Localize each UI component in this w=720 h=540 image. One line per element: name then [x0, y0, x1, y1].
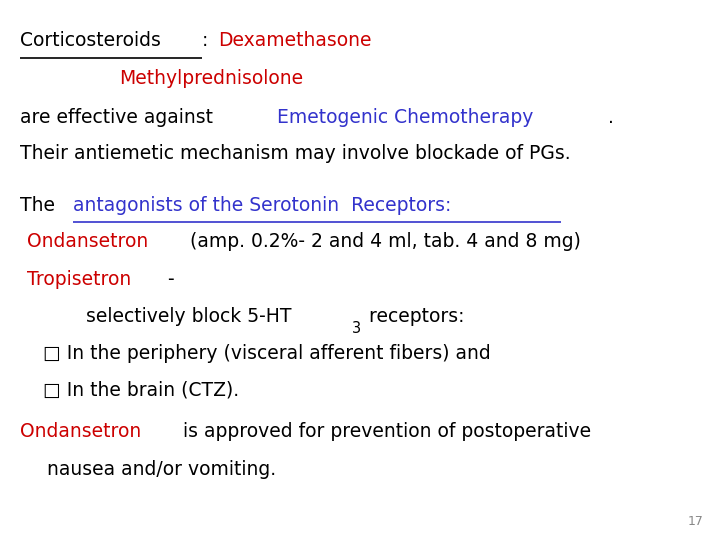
- Text: Methylprednisolone: Methylprednisolone: [119, 69, 303, 87]
- Text: 3: 3: [351, 321, 361, 336]
- Text: Tropisetron: Tropisetron: [27, 269, 132, 288]
- Text: are effective against: are effective against: [20, 107, 219, 126]
- Text: :: :: [202, 31, 215, 50]
- Text: Dexamethasone: Dexamethasone: [218, 31, 372, 50]
- Text: □ In the brain (CTZ).: □ In the brain (CTZ).: [43, 381, 239, 400]
- Text: receptors:: receptors:: [364, 307, 465, 326]
- Text: Ondansetron: Ondansetron: [20, 422, 141, 441]
- Text: Corticosteroids: Corticosteroids: [20, 31, 161, 50]
- Text: Ondansetron: Ondansetron: [27, 232, 148, 251]
- Text: -: -: [162, 269, 174, 288]
- Text: selectively block 5-HT: selectively block 5-HT: [86, 307, 292, 326]
- Text: antagonists of the Serotonin  Receptors:: antagonists of the Serotonin Receptors:: [73, 195, 451, 214]
- Text: (amp. 0.2%- 2 and 4 ml, tab. 4 and 8 mg): (amp. 0.2%- 2 and 4 ml, tab. 4 and 8 mg): [184, 232, 581, 251]
- Text: 17: 17: [688, 515, 703, 528]
- Text: Their antiemetic mechanism may involve blockade of PGs.: Their antiemetic mechanism may involve b…: [20, 144, 571, 163]
- Text: □ In the periphery (visceral afferent fibers) and: □ In the periphery (visceral afferent fi…: [43, 344, 491, 363]
- Text: .: .: [608, 107, 613, 126]
- Text: Emetogenic Chemotherapy: Emetogenic Chemotherapy: [277, 107, 534, 126]
- Text: nausea and/or vomiting.: nausea and/or vomiting.: [47, 460, 276, 479]
- Text: is approved for prevention of postoperative: is approved for prevention of postoperat…: [176, 422, 590, 441]
- Text: The: The: [20, 195, 61, 214]
